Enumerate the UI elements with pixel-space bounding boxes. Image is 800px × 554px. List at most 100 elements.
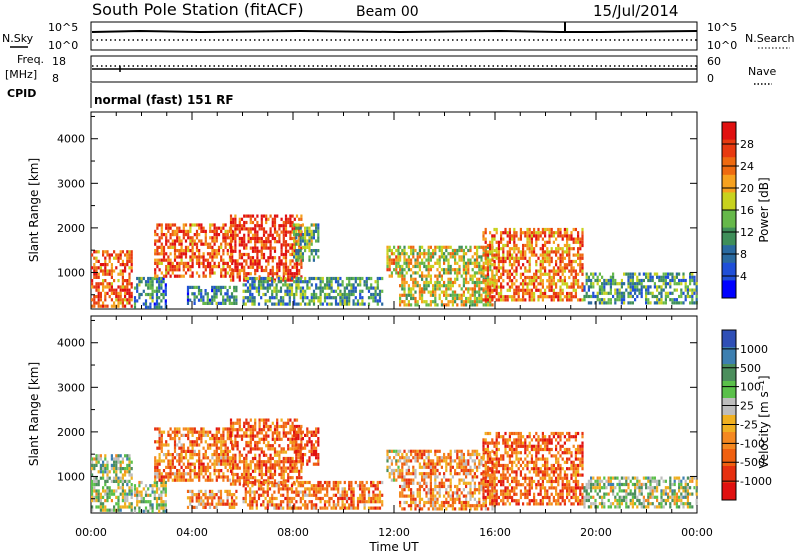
echo-cell bbox=[258, 240, 261, 244]
echo-cell bbox=[222, 462, 225, 466]
echo-cell bbox=[374, 292, 377, 297]
echo-cell bbox=[566, 243, 569, 248]
echo-cell bbox=[247, 230, 250, 234]
echo-cell bbox=[164, 490, 167, 494]
echo-cell bbox=[449, 255, 452, 259]
echo-cell bbox=[287, 220, 290, 225]
echo-cell bbox=[678, 301, 681, 305]
echo-cell bbox=[130, 298, 133, 302]
echo-cell bbox=[559, 256, 562, 260]
echo-cell bbox=[262, 418, 266, 422]
echo-cell bbox=[456, 252, 459, 256]
echo-cell bbox=[552, 272, 555, 276]
echo-cell bbox=[319, 286, 322, 290]
echo-cell bbox=[95, 250, 98, 254]
echo-cell bbox=[539, 247, 542, 251]
echo-cell bbox=[178, 265, 181, 269]
echo-cell bbox=[173, 475, 177, 479]
echo-cell bbox=[374, 506, 377, 510]
echo-cell bbox=[249, 431, 252, 435]
echo-cell bbox=[264, 506, 267, 510]
echo-cell bbox=[634, 282, 637, 286]
echo-cell bbox=[215, 446, 218, 450]
echo-cell bbox=[395, 255, 398, 259]
echo-cell bbox=[539, 275, 542, 280]
echo-cell bbox=[191, 236, 194, 240]
echo-cell bbox=[198, 252, 201, 256]
echo-cell bbox=[356, 276, 360, 281]
echo-cell bbox=[269, 476, 272, 480]
echo-cell bbox=[300, 259, 303, 263]
echo-cell bbox=[541, 298, 544, 302]
echo-cell bbox=[202, 242, 205, 246]
echo-cell bbox=[530, 243, 533, 248]
echo-cell bbox=[204, 274, 207, 278]
echo-cell bbox=[202, 265, 205, 269]
echo-cell bbox=[301, 296, 305, 300]
echo-cell bbox=[219, 285, 223, 289]
echo-cell bbox=[478, 280, 481, 285]
echo-cell bbox=[256, 434, 259, 438]
echo-cell bbox=[550, 279, 553, 283]
echo-cell bbox=[497, 250, 500, 254]
echo-cell bbox=[393, 468, 396, 473]
echo-cell bbox=[97, 266, 100, 270]
echo-cell bbox=[508, 256, 511, 260]
echo-cell bbox=[308, 236, 311, 240]
echo-cell bbox=[247, 469, 250, 473]
echo-cell bbox=[182, 472, 185, 476]
echo-cell bbox=[403, 284, 406, 288]
echo-cell bbox=[243, 220, 246, 225]
echo-cell bbox=[144, 484, 148, 488]
echo-cell bbox=[508, 227, 511, 232]
echo-cell bbox=[106, 489, 109, 493]
echo-cell bbox=[182, 446, 185, 450]
echo-cell bbox=[397, 274, 400, 278]
echo-cell bbox=[315, 427, 318, 431]
echo-cell bbox=[240, 224, 244, 228]
echo-cell bbox=[271, 476, 274, 480]
echo-cell bbox=[231, 433, 234, 437]
echo-cell bbox=[130, 269, 133, 273]
echo-cell bbox=[381, 493, 384, 497]
echo-cell bbox=[511, 298, 514, 302]
echo-cell bbox=[570, 266, 573, 270]
echo-cell bbox=[206, 433, 210, 437]
echo-cell bbox=[434, 252, 437, 256]
echo-cell bbox=[361, 490, 364, 494]
echo-cell bbox=[97, 250, 100, 254]
echo-cell bbox=[293, 265, 296, 269]
echo-cell bbox=[495, 253, 498, 257]
echo-cell bbox=[451, 290, 454, 294]
echo-cell bbox=[253, 299, 256, 303]
echo-cell bbox=[269, 272, 272, 276]
echo-cell bbox=[289, 246, 292, 250]
echo-cell bbox=[169, 459, 172, 463]
echo-cell bbox=[495, 298, 498, 302]
echo-cell bbox=[200, 292, 203, 296]
echo-cell bbox=[405, 478, 408, 482]
echo-cell bbox=[104, 269, 107, 273]
echo-cell bbox=[191, 453, 194, 457]
echo-cell bbox=[317, 430, 320, 434]
echo-cell bbox=[133, 299, 137, 303]
echo-cell bbox=[213, 229, 216, 233]
echo-cell bbox=[465, 303, 468, 307]
echo-cell bbox=[238, 249, 241, 253]
echo-cell bbox=[262, 283, 265, 287]
echo-cell bbox=[548, 237, 551, 241]
echo-cell bbox=[284, 460, 288, 464]
echo-cell bbox=[231, 252, 234, 256]
echo-cell bbox=[376, 299, 379, 303]
echo-cell bbox=[297, 276, 300, 281]
echo-cell bbox=[160, 226, 163, 230]
echo-cell bbox=[258, 431, 261, 435]
echo-cell bbox=[443, 290, 446, 294]
echo-cell bbox=[278, 224, 281, 228]
echo-cell bbox=[319, 496, 322, 501]
echo-cell bbox=[234, 472, 237, 477]
echo-cell bbox=[229, 278, 233, 282]
beam-label: Beam 00 bbox=[356, 4, 419, 20]
echo-cell bbox=[348, 292, 351, 297]
echo-cell bbox=[524, 269, 527, 273]
